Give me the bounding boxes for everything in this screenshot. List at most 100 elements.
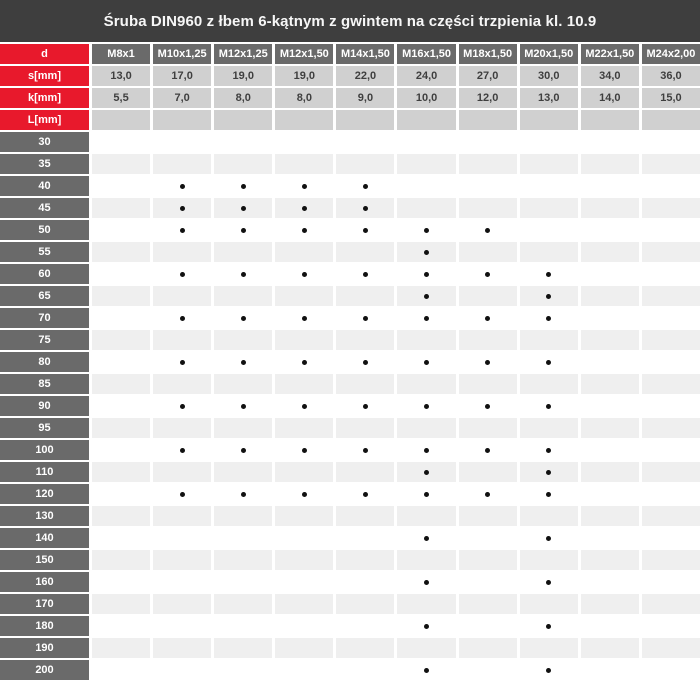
availability-cell <box>641 440 700 460</box>
availability-cell <box>458 506 517 526</box>
availability-cell <box>580 440 639 460</box>
length-label: 40 <box>0 176 89 196</box>
availability-cell <box>580 154 639 174</box>
availability-cell <box>336 220 395 240</box>
availability-cell <box>580 528 639 548</box>
availability-cell <box>580 594 639 614</box>
availability-cell <box>458 176 517 196</box>
availability-dot <box>546 469 552 475</box>
availability-cell <box>275 528 334 548</box>
availability-cell <box>641 308 700 328</box>
availability-dot <box>240 183 246 189</box>
availability-cell <box>92 176 151 196</box>
availability-cell <box>336 176 395 196</box>
availability-dot <box>179 403 185 409</box>
availability-cell <box>397 440 456 460</box>
availability-dot <box>362 227 368 233</box>
availability-cell <box>92 506 151 526</box>
availability-cell <box>214 506 273 526</box>
length-label: 60 <box>0 264 89 284</box>
availability-cell <box>580 198 639 218</box>
availability-cell <box>92 198 151 218</box>
availability-cell <box>397 550 456 570</box>
column-header-M22x1,50: M22x1,50 <box>580 44 639 64</box>
availability-cell <box>214 330 273 350</box>
availability-cell <box>153 418 212 438</box>
column-header-M10x1,25: M10x1,25 <box>153 44 212 64</box>
availability-cell <box>275 462 334 482</box>
availability-cell <box>641 264 700 284</box>
availability-cell <box>214 374 273 394</box>
availability-cell <box>275 506 334 526</box>
availability-cell <box>641 462 700 482</box>
availability-dot <box>240 491 246 497</box>
availability-cell <box>641 286 700 306</box>
availability-cell <box>214 176 273 196</box>
availability-cell <box>336 484 395 504</box>
availability-dot <box>424 447 430 453</box>
availability-cell <box>153 286 212 306</box>
availability-cell <box>397 132 456 152</box>
spec-value: 27,0 <box>458 66 517 86</box>
availability-dot <box>240 315 246 321</box>
length-header-empty-cell <box>397 110 456 130</box>
availability-cell <box>397 506 456 526</box>
availability-cell <box>153 594 212 614</box>
length-label: 200 <box>0 660 89 680</box>
availability-cell <box>336 132 395 152</box>
availability-cell <box>580 462 639 482</box>
column-header-M24x2,00: M24x2,00 <box>641 44 700 64</box>
availability-dot <box>362 359 368 365</box>
availability-cell <box>153 484 212 504</box>
availability-cell <box>275 594 334 614</box>
availability-cell <box>458 440 517 460</box>
length-header-empty-cell <box>92 110 151 130</box>
availability-dot <box>179 315 185 321</box>
availability-cell <box>458 154 517 174</box>
spec-value: 19,0 <box>275 66 334 86</box>
spec-value: 14,0 <box>580 88 639 108</box>
availability-cell <box>214 594 273 614</box>
availability-cell <box>275 374 334 394</box>
availability-cell <box>641 176 700 196</box>
length-label: 55 <box>0 242 89 262</box>
availability-cell <box>458 484 517 504</box>
availability-dot <box>546 403 552 409</box>
availability-cell <box>92 308 151 328</box>
availability-cell <box>519 176 578 196</box>
availability-cell <box>519 330 578 350</box>
availability-cell <box>519 572 578 592</box>
length-header-empty-cell <box>275 110 334 130</box>
availability-dot <box>424 469 430 475</box>
availability-cell <box>519 352 578 372</box>
availability-dot <box>485 227 491 233</box>
availability-dot <box>301 403 307 409</box>
length-header-empty-cell <box>641 110 700 130</box>
length-label: 160 <box>0 572 89 592</box>
availability-dot <box>240 447 246 453</box>
column-header-M12x1,25: M12x1,25 <box>214 44 273 64</box>
availability-cell <box>397 220 456 240</box>
availability-cell <box>153 396 212 416</box>
spec-value: 8,0 <box>214 88 273 108</box>
availability-cell <box>336 198 395 218</box>
availability-cell <box>153 374 212 394</box>
availability-cell <box>519 308 578 328</box>
availability-cell <box>641 638 700 658</box>
availability-cell <box>641 330 700 350</box>
availability-dot <box>546 447 552 453</box>
availability-cell <box>275 330 334 350</box>
availability-cell <box>458 220 517 240</box>
availability-cell <box>92 594 151 614</box>
availability-dot <box>301 359 307 365</box>
availability-cell <box>641 220 700 240</box>
availability-cell <box>214 550 273 570</box>
availability-cell <box>641 242 700 262</box>
availability-cell <box>397 154 456 174</box>
availability-dot <box>240 205 246 211</box>
availability-dot <box>424 491 430 497</box>
availability-cell <box>214 462 273 482</box>
availability-cell <box>275 286 334 306</box>
spec-value: 19,0 <box>214 66 273 86</box>
availability-cell <box>336 440 395 460</box>
